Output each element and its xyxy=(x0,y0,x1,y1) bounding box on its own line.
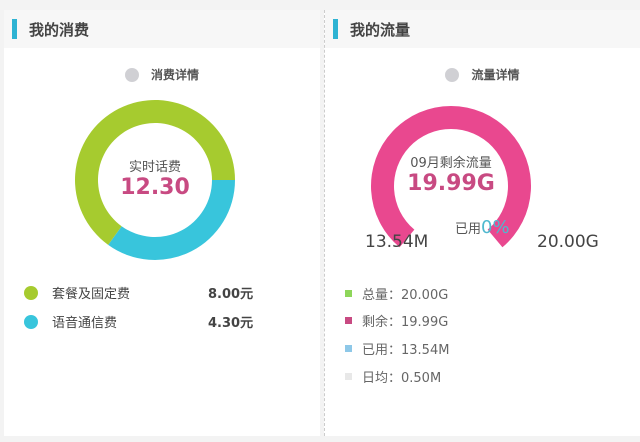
donut-center: 实时话费 12.30 xyxy=(95,156,215,200)
donut-slice xyxy=(75,100,235,245)
data-item: 剩余：19.99G xyxy=(345,311,448,330)
legend-dot-icon xyxy=(124,67,139,82)
gauge-center: 09月剩余流量 19.99G xyxy=(391,152,511,196)
legend-dot-icon xyxy=(445,67,460,82)
data-title: 我的流量 xyxy=(350,20,411,39)
gauge-min-label: 13.54M xyxy=(365,232,429,252)
gauge-arc xyxy=(371,105,531,248)
center-label: 09月剩余流量 xyxy=(410,156,492,171)
legend-label: 流量详情 xyxy=(471,68,520,82)
donut-slice xyxy=(108,180,235,260)
center-value: 19.99G xyxy=(407,171,495,196)
item-label: 套餐及固定费 xyxy=(52,287,131,302)
square-icon xyxy=(345,345,352,352)
spending-item: 套餐及固定费 8.00元 xyxy=(24,283,324,302)
green-dot-icon xyxy=(24,285,38,300)
item-label: 语音通信费 xyxy=(52,316,118,331)
spending-legend[interactable]: 消费详情 xyxy=(4,66,320,83)
accent-bar xyxy=(12,19,17,39)
legend-label: 消费详情 xyxy=(150,68,199,82)
spending-panel: 我的消费 消费详情 实时话费 12.30 套餐及固定费 8.00元 语音通信费 4.… xyxy=(4,10,320,436)
spending-donut-chart xyxy=(75,100,235,260)
used-readout: 已用0% xyxy=(455,217,510,238)
spending-item: 语音通信费 4.30元 xyxy=(24,312,324,331)
data-item: 已用：13.54M xyxy=(345,339,449,358)
spending-title: 我的消费 xyxy=(29,20,90,39)
spending-header: 我的消费 xyxy=(4,10,320,48)
used-percent: 0% xyxy=(481,217,510,238)
data-header: 我的流量 xyxy=(325,10,640,48)
square-icon xyxy=(345,373,352,380)
item-value: 4.30元 xyxy=(208,316,254,331)
data-gauge-chart xyxy=(371,105,531,248)
data-panel: 我的流量 流量详情 09月剩余流量 19.99G 已用0% 13.54M 20.… xyxy=(324,10,640,436)
blue-dot-icon xyxy=(24,314,38,329)
used-label: 已用 xyxy=(455,222,482,237)
item-label: 日均：0.50M xyxy=(362,371,442,386)
gauge-max-label: 20.00G xyxy=(537,232,599,252)
item-label: 已用：13.54M xyxy=(362,343,450,358)
square-icon xyxy=(345,317,352,324)
item-label: 剩余：19.99G xyxy=(362,315,449,330)
item-value: 8.00元 xyxy=(208,287,254,302)
square-icon xyxy=(345,290,352,297)
accent-bar xyxy=(333,19,338,39)
center-value: 12.30 xyxy=(120,175,190,200)
data-item: 日均：0.50M xyxy=(345,367,441,386)
center-label: 实时话费 xyxy=(128,160,181,175)
item-label: 总量：20.00G xyxy=(362,288,449,303)
data-item: 总量：20.00G xyxy=(345,284,448,303)
data-legend[interactable]: 流量详情 xyxy=(325,66,640,83)
